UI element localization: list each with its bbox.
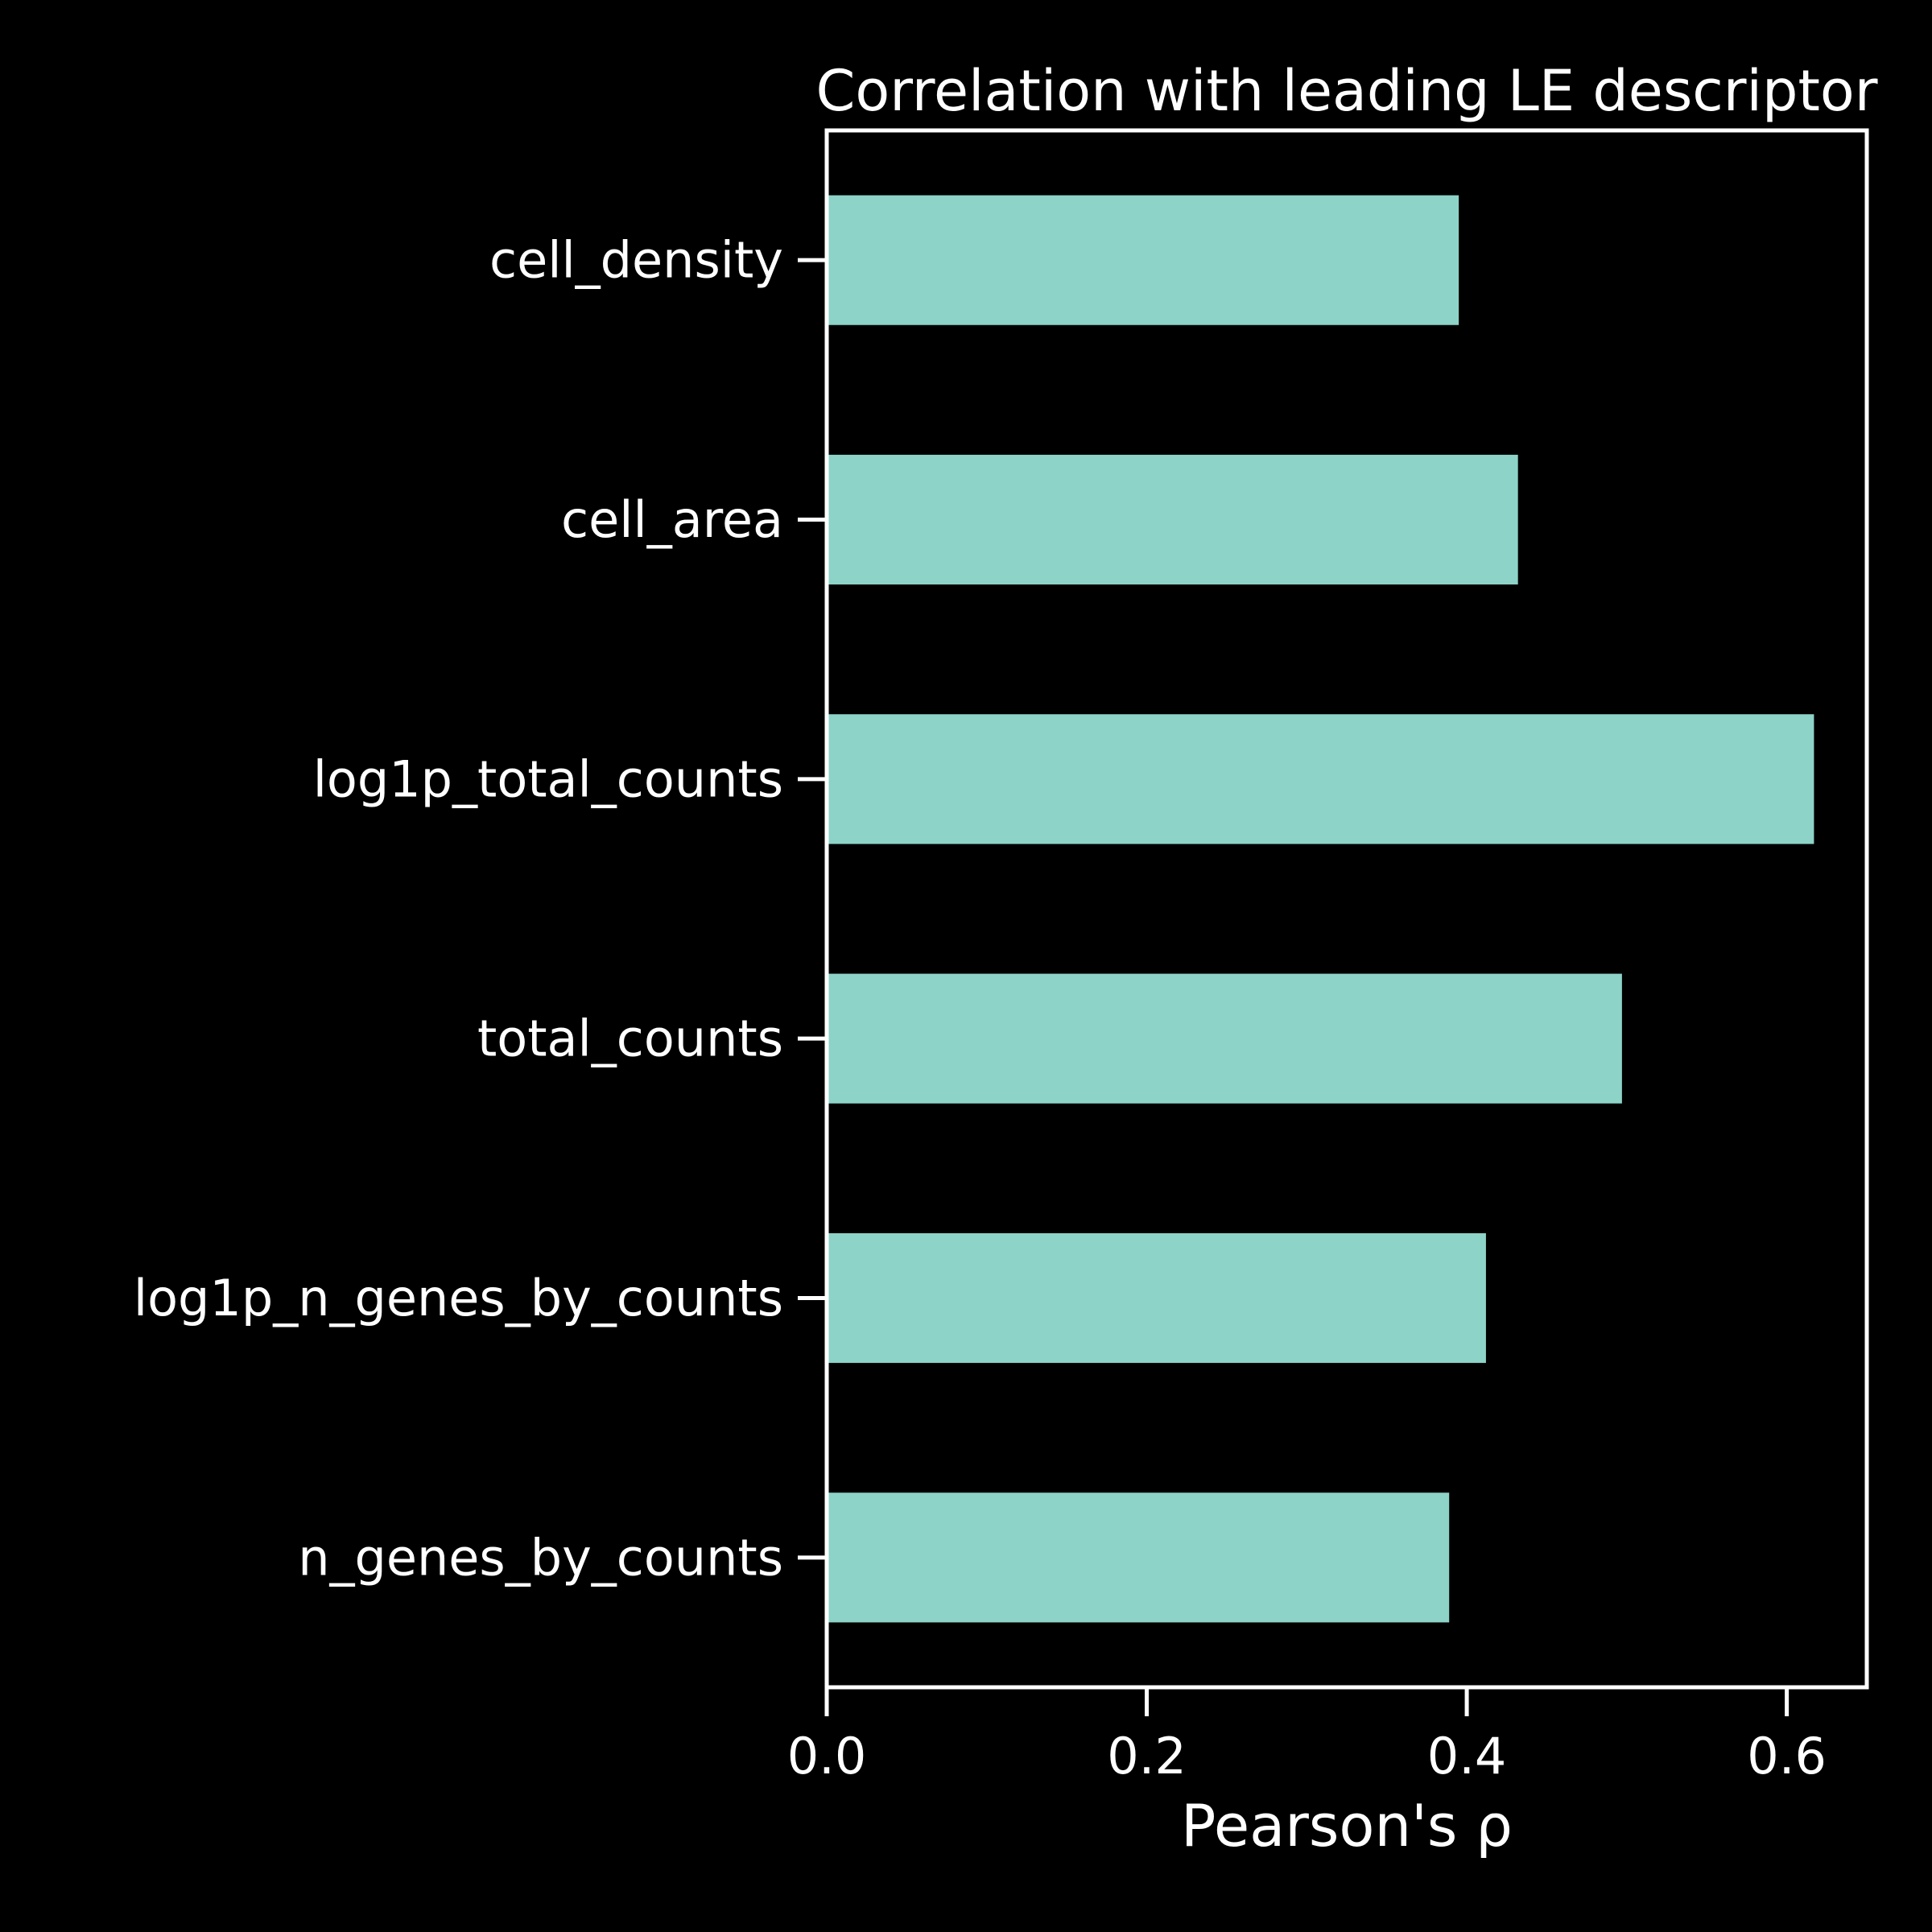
x-tick-label: 0.0 [787, 1727, 867, 1785]
bar-n_genes_by_counts [827, 1492, 1450, 1623]
y-tick-label: total_counts [477, 1009, 783, 1068]
y-axis: cell_density cell_area log1p_total_countst… [134, 231, 827, 1587]
bars-group [827, 195, 1814, 1623]
bar-total_counts [827, 973, 1622, 1104]
bar-log1p_total_counts [827, 714, 1814, 844]
y-tick-label: log1p_n_genes_by_counts [134, 1269, 783, 1327]
y-tick-label: log1p_total_counts [313, 749, 783, 808]
bar-cell_area [827, 454, 1518, 585]
x-tick-label: 0.4 [1427, 1727, 1507, 1785]
x-tick-label: 0.2 [1107, 1727, 1187, 1785]
y-tick-label: n_genes_by_counts [298, 1528, 783, 1587]
x-axis-label: Pearson's ρ [1181, 1792, 1513, 1860]
chart-title: Correlation with leading LE descriptor [816, 58, 1878, 124]
x-tick-label: 0.6 [1747, 1727, 1827, 1785]
y-tick-label: cell_area [561, 490, 783, 549]
bar-cell_density [827, 195, 1459, 325]
x-axis: 0.0 0.2 0.4 0.6 [787, 1687, 1827, 1785]
plot-frame [824, 128, 1869, 1690]
y-tick-label: cell_density [489, 231, 783, 290]
bar-log1p_n_genes_by_counts [827, 1232, 1486, 1364]
